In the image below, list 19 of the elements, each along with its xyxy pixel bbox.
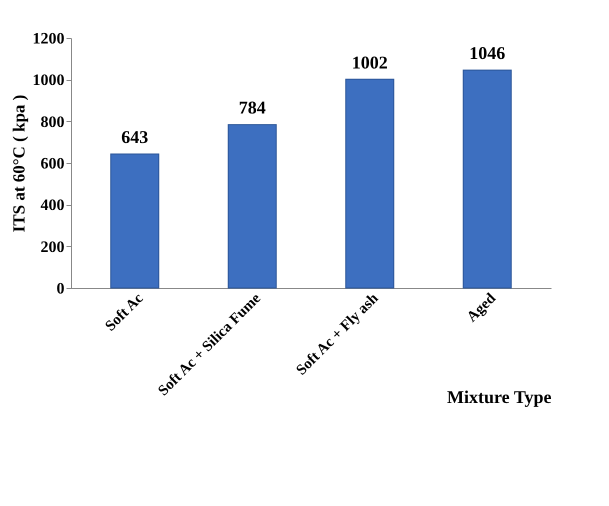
- data-label: 1002: [352, 52, 388, 72]
- y-tick-label: 600: [40, 156, 64, 172]
- data-label: 1046: [469, 43, 506, 64]
- y-tick-label: 0: [56, 280, 64, 298]
- data-label: 643: [121, 127, 148, 148]
- y-tick-label: 200: [40, 238, 64, 256]
- bar: [345, 78, 394, 288]
- y-tick-label: 1000: [32, 72, 64, 90]
- y-tick-label: 400: [40, 197, 64, 214]
- y-tick-label: 800: [40, 114, 64, 131]
- bar: [462, 70, 512, 288]
- data-label: 784: [238, 98, 266, 118]
- x-tick-label: Soft Ac + Fly ash: [293, 290, 382, 379]
- y-tick-label: 1200: [32, 30, 64, 48]
- x-axis-title: Mixture Type: [447, 387, 552, 408]
- y-axis-title: ITS at 60°C ( kpa ): [10, 94, 28, 232]
- bar: [110, 154, 160, 288]
- x-tick-label: Soft Ac: [102, 290, 147, 335]
- bar: [228, 124, 277, 288]
